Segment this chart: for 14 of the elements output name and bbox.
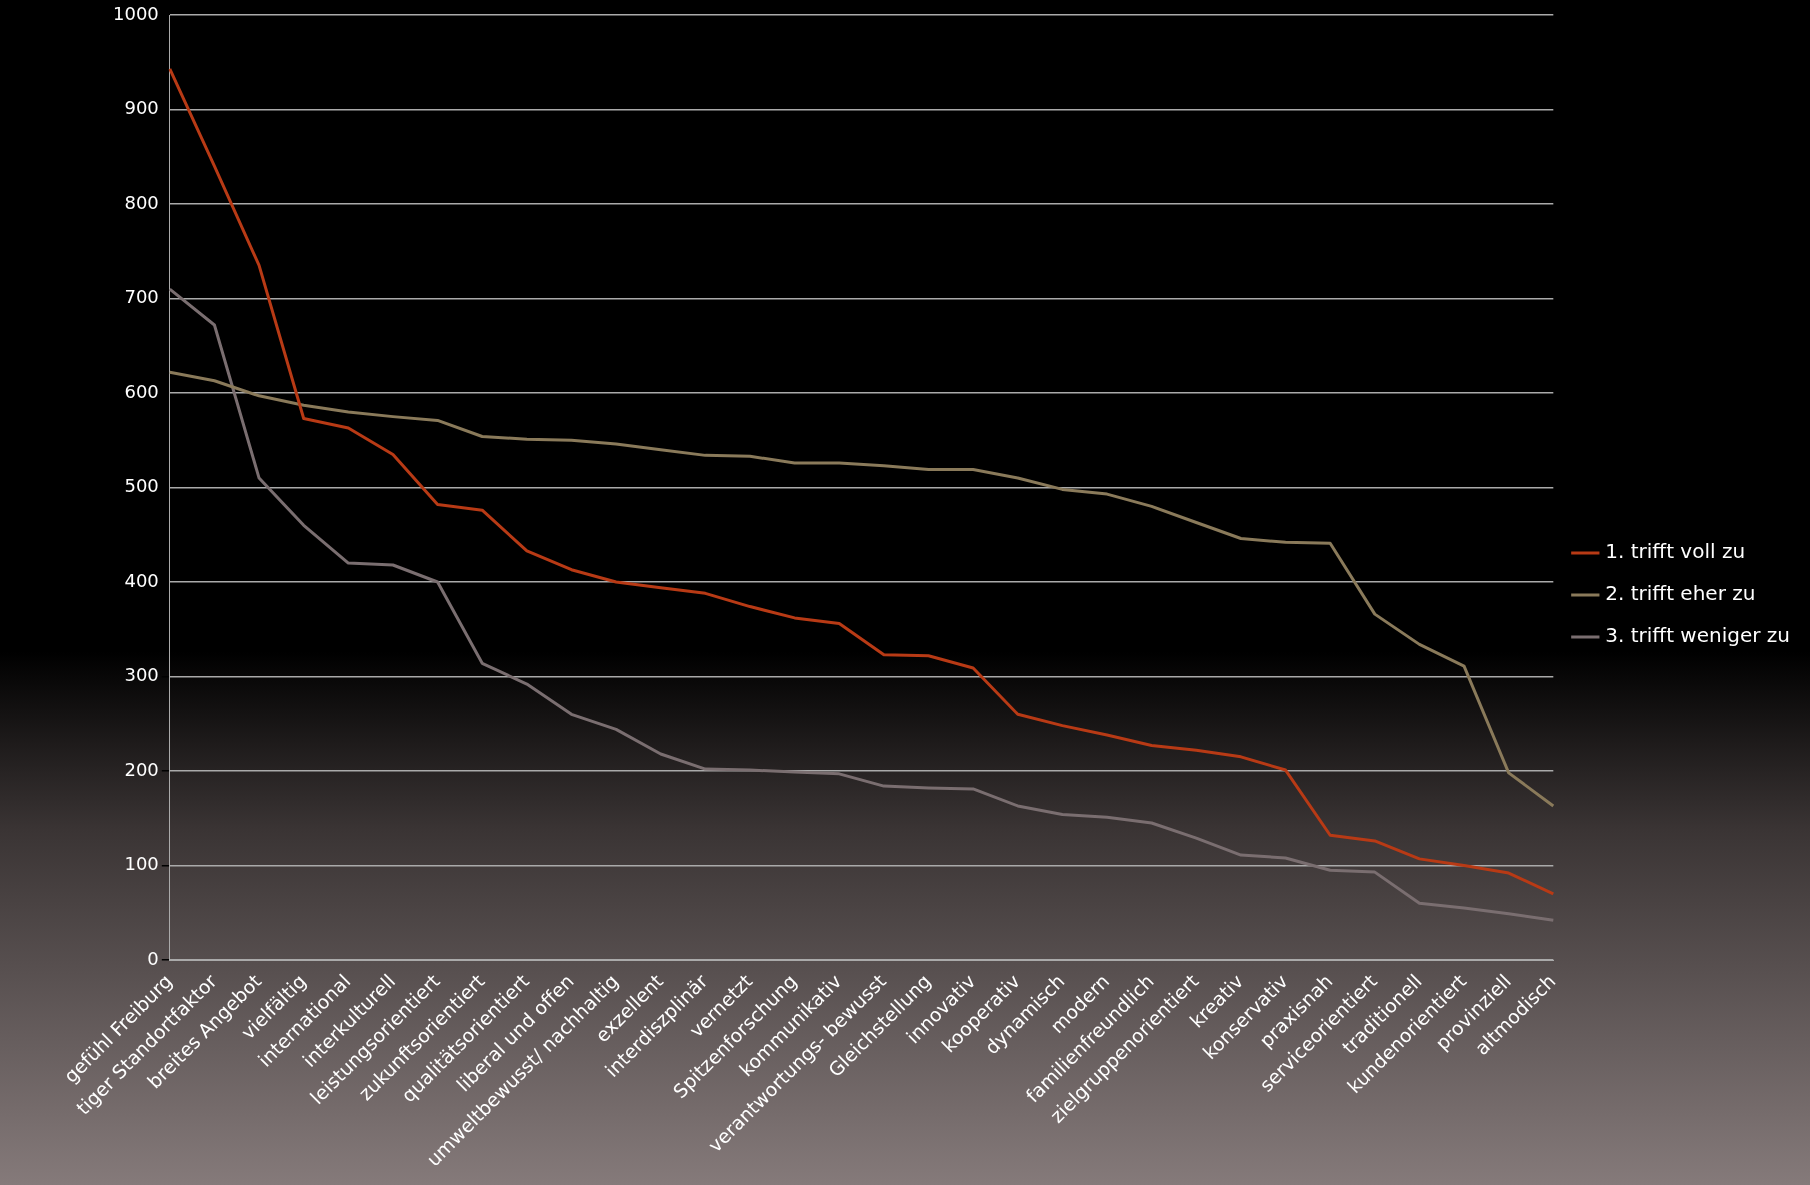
y-tick-label: 900	[124, 97, 159, 119]
y-tick-label: 800	[124, 191, 159, 213]
legend-label: 3. trifft weniger zu	[1605, 623, 1790, 648]
legend-label: 2. trifft eher zu	[1605, 581, 1756, 606]
legend-label: 1. trifft voll zu	[1605, 539, 1746, 564]
y-tick-label: 300	[124, 664, 159, 686]
y-tick-label: 400	[124, 569, 159, 591]
y-tick-label: 200	[124, 758, 159, 780]
y-tick-label: 1000	[113, 2, 159, 24]
y-tick-label: 100	[124, 853, 159, 875]
y-tick-label: 600	[124, 380, 159, 402]
y-tick-label: 0	[147, 947, 159, 969]
y-tick-label: 500	[124, 475, 159, 497]
y-tick-label: 700	[124, 286, 159, 308]
